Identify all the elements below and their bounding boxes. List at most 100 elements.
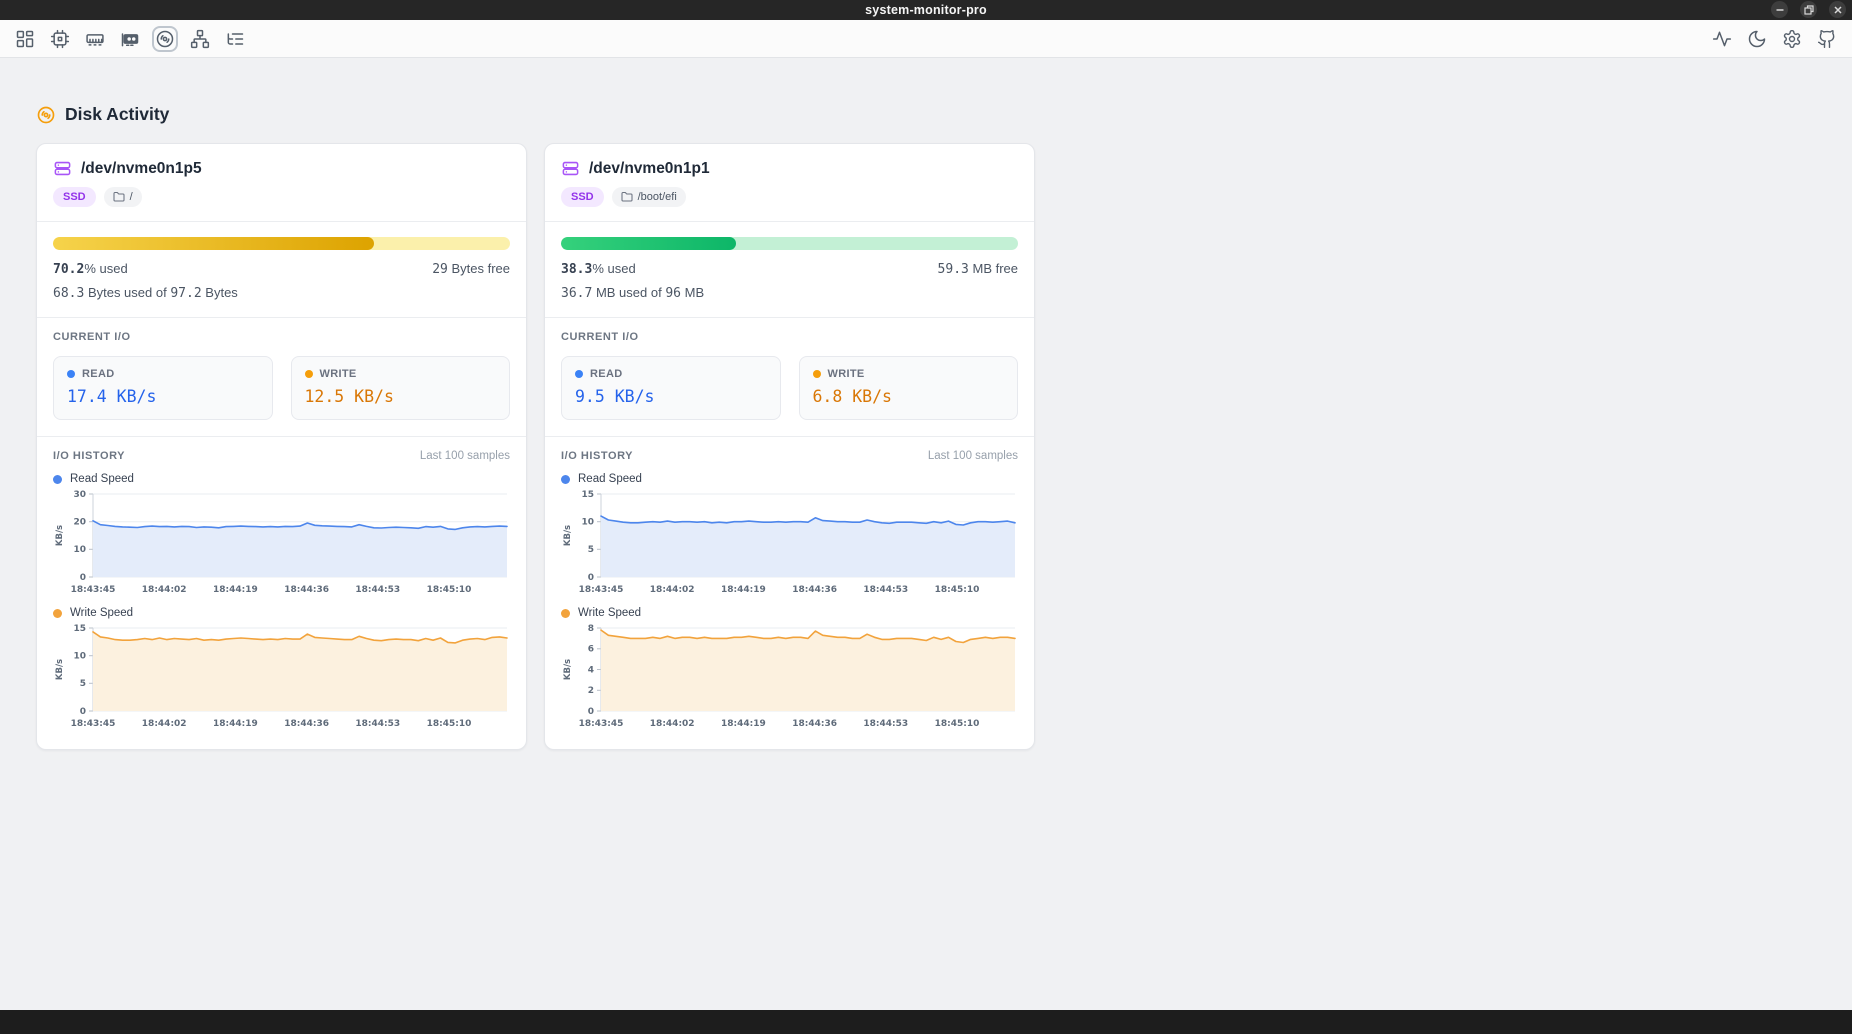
svg-text:18:44:36: 18:44:36 (792, 585, 837, 595)
svg-text:18:44:02: 18:44:02 (142, 585, 187, 595)
svg-text:10: 10 (581, 518, 594, 528)
read-speed-chart: 0 10 20 30 18:43:45 18:44:02 18:44:19 18:44:36 1… (53, 488, 510, 596)
settings-button[interactable] (1779, 26, 1805, 52)
write-legend-dot-icon (53, 608, 62, 618)
usage-bar-fill (53, 237, 374, 250)
svg-text:18:44:53: 18:44:53 (863, 585, 908, 595)
maximize-button[interactable] (1800, 1, 1817, 18)
main-content: Disk Activity /dev/nvme0n1p5 SSD / (0, 58, 1852, 750)
tab-dashboard[interactable] (12, 26, 38, 52)
tab-cpu[interactable] (47, 26, 73, 52)
page-header: Disk Activity (36, 104, 1816, 125)
svg-text:5: 5 (588, 545, 594, 555)
network-icon (190, 29, 210, 48)
tab-disk[interactable] (152, 26, 178, 52)
usage-bar-track (561, 237, 1018, 250)
cpu-icon (50, 29, 70, 48)
current-io-label: CURRENT I/O (53, 331, 131, 343)
svg-text:20: 20 (73, 518, 86, 528)
read-value: 9.5 KB/s (575, 387, 655, 406)
read-value: 17.4 KB/s (67, 387, 157, 406)
write-value: 6.8 KB/s (812, 387, 892, 406)
disk-icon (156, 30, 174, 47)
toolbar-right (1709, 26, 1840, 52)
svg-text:8: 8 (588, 624, 594, 634)
folder-icon (621, 191, 633, 202)
dark-mode-icon (1748, 30, 1766, 47)
usage-bar-track (53, 237, 510, 250)
minimize-button[interactable] (1771, 1, 1788, 18)
write-speed-legend: Write Speed (561, 607, 1018, 619)
activity-icon (1712, 31, 1732, 46)
read-dot-icon (575, 370, 583, 378)
svg-text:0: 0 (588, 707, 594, 717)
io-history-label: I/O HISTORY (53, 450, 126, 462)
svg-text:18:44:02: 18:44:02 (650, 719, 695, 729)
usage-percent: 70.2% used (53, 261, 128, 277)
io-history-section: I/O HISTORY Last 100 samples Read Speed … (545, 437, 1034, 749)
write-dot-icon (304, 370, 313, 378)
close-button[interactable] (1829, 1, 1846, 18)
tab-memory[interactable] (82, 26, 108, 52)
samples-note: Last 100 samples (419, 450, 510, 462)
svg-text:18:44:02: 18:44:02 (142, 719, 187, 729)
toolbar (0, 20, 1852, 58)
disk-activity-icon (36, 105, 56, 125)
svg-text:5: 5 (80, 679, 86, 689)
disk-card-nvme0n1p1: /dev/nvme0n1p1 SSD /boot/efi 38.3% used … (544, 143, 1035, 750)
gpu-icon (121, 32, 139, 46)
svg-text:18:44:53: 18:44:53 (355, 719, 400, 729)
minimize-icon (1776, 8, 1783, 11)
memory-icon (86, 33, 104, 46)
tab-gpu[interactable] (117, 26, 143, 52)
read-speed-chart: 0 5 10 15 18:43:45 18:44:02 18:44:19 18:44:36 18… (561, 488, 1018, 596)
svg-text:KB/s: KB/s (563, 659, 573, 680)
maximize-icon (1803, 4, 1814, 15)
io-history-label: I/O HISTORY (561, 450, 634, 462)
activity-button[interactable] (1709, 26, 1735, 52)
write-label: WRITE (319, 368, 357, 380)
read-stat-box: READ 9.5 KB/s (561, 356, 781, 420)
card-header: /dev/nvme0n1p1 SSD /boot/efi (545, 144, 1034, 222)
write-value: 12.5 KB/s (304, 387, 394, 406)
dark-mode-toggle[interactable] (1744, 26, 1770, 52)
svg-text:0: 0 (588, 573, 594, 583)
tab-processes[interactable] (222, 26, 248, 52)
tab-network[interactable] (187, 26, 213, 52)
svg-text:18:43:45: 18:43:45 (579, 585, 624, 595)
device-name: /dev/nvme0n1p5 (81, 159, 202, 177)
svg-text:18:44:19: 18:44:19 (721, 719, 766, 729)
taskbar-strip (0, 1010, 1852, 1034)
usage-detail: 36.7 MB used of 96 MB (561, 285, 705, 301)
current-io-section: CURRENT I/O READ 17.4 KB/s WRITE (37, 318, 526, 437)
usage-free: 29 Bytes free (432, 261, 510, 277)
svg-text:18:45:10: 18:45:10 (427, 585, 472, 595)
mount-badge: / (103, 187, 142, 207)
close-icon (1833, 5, 1842, 14)
svg-text:18:45:10: 18:45:10 (935, 719, 980, 729)
svg-text:18:44:53: 18:44:53 (355, 585, 400, 595)
current-io-section: CURRENT I/O READ 9.5 KB/s WRITE (545, 318, 1034, 437)
disk-cards: /dev/nvme0n1p5 SSD / 70.2% used 29 Bytes… (36, 143, 1816, 750)
write-speed-chart: 0 5 10 15 18:43:45 18:44:02 18:44:19 18:44:36 18… (53, 622, 510, 730)
usage-bar-fill (561, 237, 737, 250)
settings-icon (1783, 29, 1801, 48)
svg-text:18:44:19: 18:44:19 (213, 719, 258, 729)
svg-text:18:44:36: 18:44:36 (284, 585, 329, 595)
svg-text:10: 10 (73, 652, 86, 662)
svg-text:18:44:36: 18:44:36 (792, 719, 837, 729)
ssd-badge: SSD (53, 187, 96, 207)
write-stat-box: WRITE 12.5 KB/s (290, 356, 510, 420)
write-stat-box: WRITE 6.8 KB/s (798, 356, 1018, 420)
samples-note: Last 100 samples (927, 450, 1018, 462)
svg-text:2: 2 (588, 686, 594, 696)
dashboard-icon (16, 30, 34, 47)
github-button[interactable] (1814, 26, 1840, 52)
mount-badge: /boot/efi (611, 187, 686, 207)
svg-text:6: 6 (588, 645, 594, 655)
usage-section: 70.2% used 29 Bytes free 68.3 Bytes used… (37, 222, 526, 318)
usage-detail: 68.3 Bytes used of 97.2 Bytes (53, 285, 238, 301)
svg-text:18:44:53: 18:44:53 (863, 719, 908, 729)
svg-text:18:44:02: 18:44:02 (650, 585, 695, 595)
read-label: READ (590, 368, 623, 380)
